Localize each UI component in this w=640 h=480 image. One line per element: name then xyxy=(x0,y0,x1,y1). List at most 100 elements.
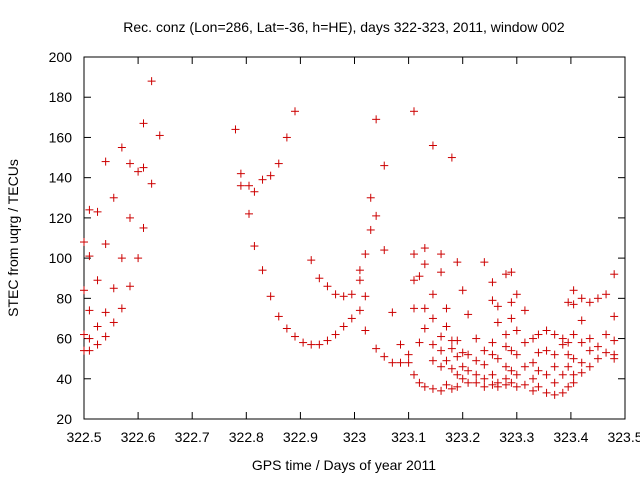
data-point xyxy=(542,370,551,379)
data-point xyxy=(442,304,451,313)
data-point xyxy=(534,348,543,357)
data-point xyxy=(410,370,419,379)
data-point xyxy=(85,306,94,315)
data-point xyxy=(488,380,497,389)
y-tick-label: 100 xyxy=(49,250,73,266)
data-point xyxy=(602,330,611,339)
x-tick-label: 322.6 xyxy=(121,429,156,445)
data-point xyxy=(512,290,521,299)
y-axis-label: STEC from uqrg / TECUs xyxy=(5,159,21,317)
data-point xyxy=(347,290,356,299)
data-point xyxy=(380,161,389,170)
data-point xyxy=(236,181,245,190)
data-point xyxy=(610,336,619,345)
data-point xyxy=(339,292,348,301)
data-point xyxy=(480,346,489,355)
data-point xyxy=(109,193,118,202)
data-point xyxy=(602,290,611,299)
data-point xyxy=(442,356,451,365)
y-tick-label: 140 xyxy=(49,170,73,186)
x-tick-label: 322.7 xyxy=(175,429,210,445)
data-point xyxy=(458,286,467,295)
data-point xyxy=(558,388,567,397)
data-point xyxy=(258,175,267,184)
axis-ticks: 322.5 322.6 322.7 322.8 322.9 323 323.1 323.2 32… xyxy=(49,49,640,445)
data-point xyxy=(428,141,437,150)
data-point xyxy=(520,338,529,347)
data-point xyxy=(550,330,559,339)
data-point xyxy=(550,350,559,359)
y-tick-label: 20 xyxy=(56,411,72,427)
data-point xyxy=(290,332,299,341)
data-point xyxy=(569,286,578,295)
data-point xyxy=(564,298,573,307)
data-point xyxy=(569,370,578,379)
data-point xyxy=(315,340,324,349)
data-point xyxy=(245,209,254,218)
data-point xyxy=(458,374,467,383)
data-point xyxy=(442,380,451,389)
plot-frame xyxy=(83,56,626,420)
data-point xyxy=(550,362,559,371)
data-point xyxy=(366,193,375,202)
data-point xyxy=(147,179,156,188)
chart-title: Rec. conz (Lon=286, Lat=-36, h=HE), days… xyxy=(123,19,565,35)
data-point xyxy=(472,334,481,343)
data-point xyxy=(236,169,245,178)
data-point xyxy=(428,340,437,349)
data-point xyxy=(464,350,473,359)
data-point xyxy=(447,364,456,373)
data-point xyxy=(610,354,619,363)
data-point xyxy=(585,334,594,343)
data-point xyxy=(542,388,551,397)
data-point xyxy=(428,356,437,365)
data-point xyxy=(558,370,567,379)
data-point xyxy=(453,352,462,361)
data-point xyxy=(380,352,389,361)
data-point xyxy=(453,382,462,391)
data-point xyxy=(488,278,497,287)
data-point xyxy=(315,274,324,283)
data-point xyxy=(245,181,254,190)
data-point xyxy=(458,362,467,371)
data-point xyxy=(410,276,419,285)
data-point xyxy=(569,378,578,387)
x-tick-label: 323.1 xyxy=(391,429,426,445)
data-point xyxy=(355,266,364,275)
data-point xyxy=(101,308,110,317)
data-point xyxy=(593,354,602,363)
data-point xyxy=(117,304,126,313)
data-point xyxy=(125,159,134,168)
x-tick-label: 323.4 xyxy=(553,429,588,445)
y-tick-label: 60 xyxy=(56,331,72,347)
data-point xyxy=(447,153,456,162)
data-point xyxy=(501,330,510,339)
data-point xyxy=(372,344,381,353)
data-point xyxy=(139,163,148,172)
data-point xyxy=(420,304,429,313)
y-tick-label: 40 xyxy=(56,371,72,387)
data-point xyxy=(488,338,497,347)
data-point xyxy=(507,378,516,387)
data-point xyxy=(125,282,134,291)
data-point xyxy=(101,332,110,341)
data-point xyxy=(437,386,446,395)
data-point xyxy=(366,225,375,234)
data-point xyxy=(93,207,102,216)
data-point xyxy=(396,358,405,367)
data-point xyxy=(415,378,424,387)
data-point xyxy=(420,260,429,269)
x-tick-label: 323.3 xyxy=(499,429,534,445)
y-tick-label: 80 xyxy=(56,290,72,306)
data-point xyxy=(282,324,291,333)
x-tick-label: 323 xyxy=(343,429,367,445)
data-point xyxy=(577,294,586,303)
data-point xyxy=(372,115,381,124)
data-point xyxy=(501,362,510,371)
data-point xyxy=(442,322,451,331)
data-point xyxy=(404,350,413,359)
data-point xyxy=(602,348,611,357)
data-point xyxy=(274,312,283,321)
data-point xyxy=(447,384,456,393)
